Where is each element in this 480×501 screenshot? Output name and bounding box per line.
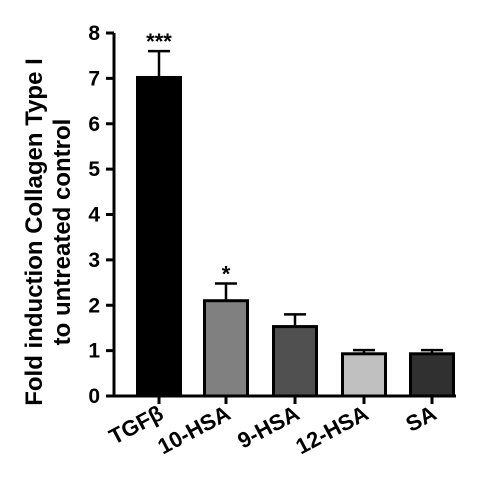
y-tick-label: 0 <box>88 385 100 408</box>
bar-10-hsa <box>203 299 249 398</box>
y-axis-label-line-1: Fold induction Collagen Type I <box>21 58 48 406</box>
significance-label: *** <box>146 29 172 54</box>
category-label: 9-HSA <box>233 400 303 453</box>
category-label: SA <box>402 400 441 436</box>
y-tick-label: 8 <box>88 22 100 45</box>
category-label: 10-HSA <box>154 400 235 459</box>
category-label: 12-HSA <box>292 400 373 459</box>
y-tick-label: 3 <box>88 249 100 272</box>
y-tick-label: 4 <box>88 204 100 227</box>
y-tick-label: 2 <box>88 294 100 317</box>
y-tick-labels: 0 1 2 3 4 5 6 7 8 <box>88 22 100 408</box>
y-tick-label: 7 <box>88 67 100 90</box>
y-axis-label-line-2: to untreated control <box>49 119 76 346</box>
y-tick-label: 1 <box>88 340 100 363</box>
significance-label: * <box>222 261 231 286</box>
bars: **** <box>136 29 455 398</box>
y-tick-label: 6 <box>88 113 100 136</box>
bar-9-hsa <box>272 325 318 398</box>
bar-12-hsa <box>341 352 387 398</box>
bar-tgfβ <box>136 75 182 398</box>
y-tick-label: 5 <box>88 158 100 181</box>
bar-sa <box>409 352 455 398</box>
